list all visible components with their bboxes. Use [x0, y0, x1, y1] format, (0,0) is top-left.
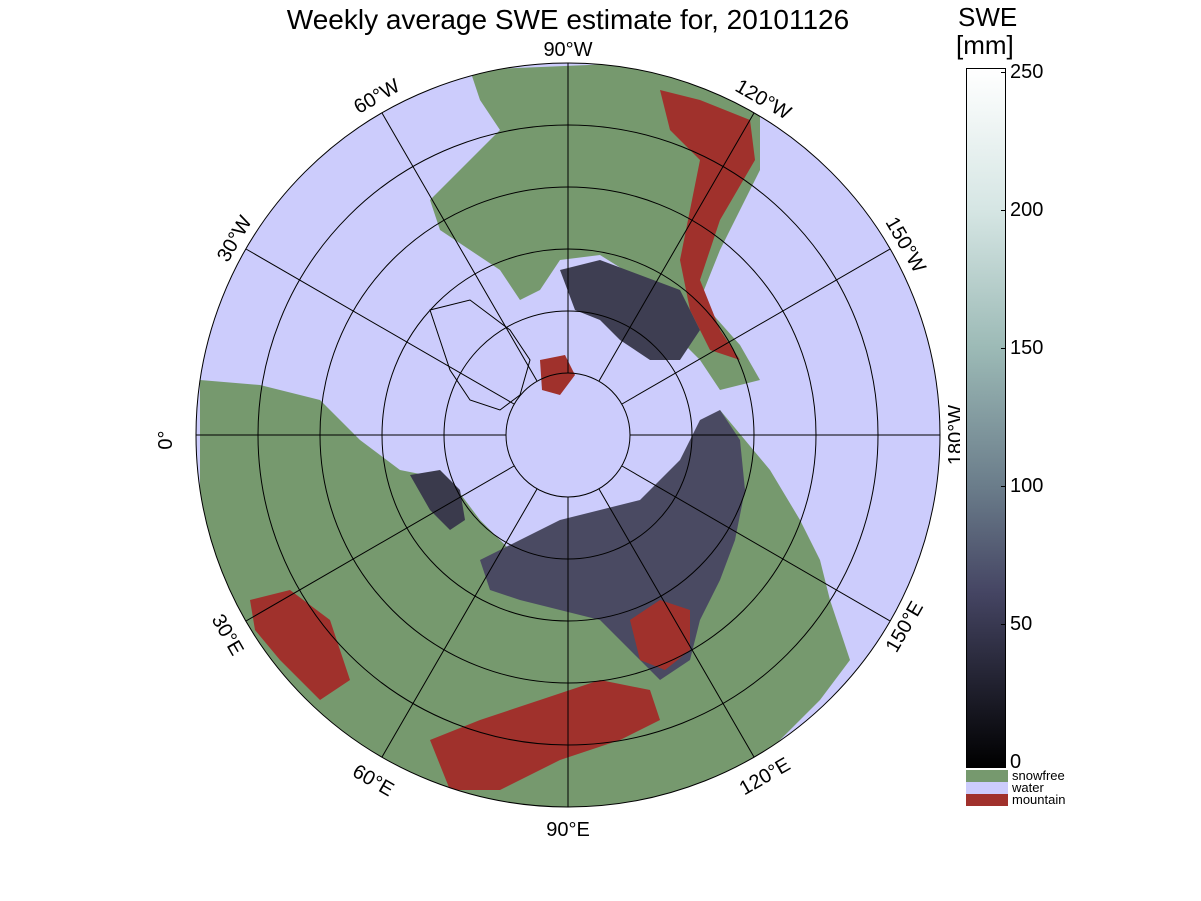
colorbar-tick-label: 100 [1010, 475, 1044, 497]
label-180W: 180°W [945, 405, 960, 465]
polar-map: 90°W 120°W 150°W 180°W 150°E 120°E 90°E … [155, 39, 960, 841]
legend-swatch-snowfree [966, 770, 1008, 782]
legend-label-water: water [1012, 780, 1044, 795]
colorbar-unit: [mm] [956, 30, 1014, 60]
colorbar-tick-label: 150 [1010, 337, 1044, 359]
colorbar-tickmark [1001, 72, 1006, 73]
legend-label-mountain: mountain [1012, 792, 1066, 807]
colorbar-tickmark [1001, 762, 1006, 763]
label-90W: 90°W [543, 39, 592, 61]
land-greenland [429, 299, 531, 411]
mountain-greenland-south [540, 355, 575, 395]
label-0: 0° [155, 430, 177, 449]
colorbar-tickmark [1001, 348, 1006, 349]
mountain-rockies [660, 90, 755, 360]
label-90E: 90°E [546, 819, 590, 841]
mountain-east-siberia [630, 600, 690, 670]
meridian-lines [196, 63, 940, 807]
colorbar-tickmark [1001, 210, 1006, 211]
mountain-himalaya [430, 680, 660, 790]
colorbar-tickmark [1001, 486, 1006, 487]
colorbar-tick-label: 250 [1010, 61, 1044, 83]
swe-colorbar [966, 68, 1006, 768]
snow-scandinavia [410, 470, 465, 530]
snow-canada [560, 260, 700, 360]
legend-swatch-mountain [966, 794, 1008, 806]
mountain-alps [250, 590, 350, 700]
colorbar-title: SWE [958, 2, 1018, 32]
colorbar-tick-label: 0 [1010, 751, 1022, 773]
colorbar-tick-label: 50 [1010, 613, 1033, 635]
colorbar-tickmark [1001, 624, 1006, 625]
map-title: Weekly average SWE estimate for, 2010112… [286, 4, 850, 35]
map-frame [195, 62, 941, 808]
legend-swatch-water [966, 782, 1008, 794]
label-60E: 60°E [349, 760, 398, 801]
legend-label-snowfree: snowfree [1012, 768, 1065, 783]
colorbar-tick-label: 200 [1010, 199, 1044, 221]
label-30E: 30°E [207, 611, 248, 660]
